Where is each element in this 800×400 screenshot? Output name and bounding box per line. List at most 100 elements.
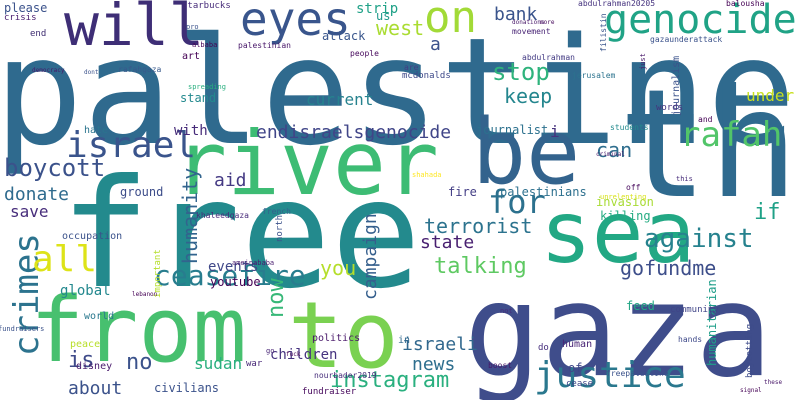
word: boost [488, 361, 513, 370]
word: art [182, 51, 201, 62]
word: gaza [464, 257, 773, 400]
word: west [376, 16, 425, 40]
word: about [68, 378, 123, 399]
word: these [764, 379, 783, 386]
word: all [32, 239, 98, 280]
word: donations [512, 19, 545, 26]
word: if [754, 200, 781, 225]
word: mcdonalds [402, 71, 451, 81]
word: for [488, 183, 546, 221]
word: just [639, 53, 647, 70]
word: go [266, 347, 275, 355]
word: stand [180, 91, 217, 105]
word: campaign [360, 213, 381, 300]
word: albaba [192, 41, 218, 49]
word: terrorist [424, 214, 533, 238]
word: please [4, 1, 48, 15]
word: this [676, 175, 693, 183]
word: donate [4, 184, 70, 205]
word: palestinian [238, 41, 291, 50]
word: killing [600, 209, 651, 223]
word: now [264, 278, 289, 318]
word: from [30, 278, 247, 383]
word: the [618, 58, 800, 232]
word: end [30, 29, 47, 39]
word: cease [566, 379, 594, 389]
word: global [60, 283, 111, 299]
word: sea [540, 183, 696, 283]
word: can [596, 138, 633, 162]
word: north [275, 214, 285, 242]
word: palestinians [500, 185, 587, 199]
word: journalist [476, 123, 549, 137]
word: gofundme [620, 256, 717, 280]
word: rafahgaza [118, 65, 162, 74]
word: feed [626, 299, 655, 313]
word: unrelenting [600, 193, 647, 201]
word: genocide [604, 0, 797, 43]
word: be [472, 100, 581, 205]
word: people [350, 49, 379, 58]
word: rafah [680, 115, 783, 155]
word: jerusalem [572, 71, 616, 80]
word: gazaunderattack [650, 35, 723, 44]
word: nourbader2019 [314, 371, 377, 380]
word: endisraelsgenocide [256, 122, 452, 143]
word: fundraiser [302, 387, 357, 397]
word: fundraisers [0, 325, 45, 333]
word: starbucks [182, 1, 231, 11]
word: bank [494, 4, 538, 25]
word: invasion [596, 195, 654, 209]
word: abdulrahman [522, 53, 575, 62]
word: spreading [188, 83, 226, 91]
word: signal [740, 387, 762, 394]
word: shahada [412, 171, 442, 179]
word: disney [76, 361, 113, 372]
word: river [174, 112, 439, 215]
word: are [404, 63, 419, 72]
word: is [68, 348, 95, 373]
word: human [562, 339, 593, 350]
word: us [376, 9, 391, 23]
word: children [270, 347, 338, 363]
word: youtube [210, 275, 261, 289]
word: save [10, 202, 49, 221]
word: israeli [402, 334, 478, 355]
word: off [626, 183, 641, 192]
word: freepalestine [606, 369, 669, 378]
word: israel [66, 125, 197, 166]
word: balousha [726, 0, 765, 8]
word: palestine [0, 6, 796, 178]
word: strip [356, 1, 399, 17]
word: students [610, 123, 649, 132]
word: attack [322, 29, 366, 43]
word: state [420, 232, 475, 253]
word: lebanon [132, 291, 158, 298]
word: not [500, 307, 513, 315]
word: war [246, 359, 263, 369]
word: with [174, 123, 208, 139]
word: democracy [32, 67, 65, 74]
word: words [656, 103, 684, 113]
word: you [320, 256, 357, 280]
word: ameinababa [232, 259, 275, 267]
word: eyes [240, 0, 351, 46]
word: under [746, 86, 795, 105]
word: hands [678, 335, 703, 344]
word: events [208, 259, 259, 275]
word: i [550, 122, 560, 141]
word: fuck [286, 351, 301, 358]
word: abdulrahman20205 [578, 0, 656, 8]
word: instagram [330, 368, 450, 393]
word: boycott [4, 154, 106, 182]
word: ground [120, 185, 164, 199]
word: justice [534, 355, 686, 396]
word: movement [512, 27, 551, 36]
word: aid [214, 170, 247, 191]
word: current [306, 90, 374, 109]
word: keep [504, 84, 553, 108]
word: hate [84, 125, 109, 136]
word: pro [186, 23, 199, 31]
word: world [84, 311, 115, 322]
